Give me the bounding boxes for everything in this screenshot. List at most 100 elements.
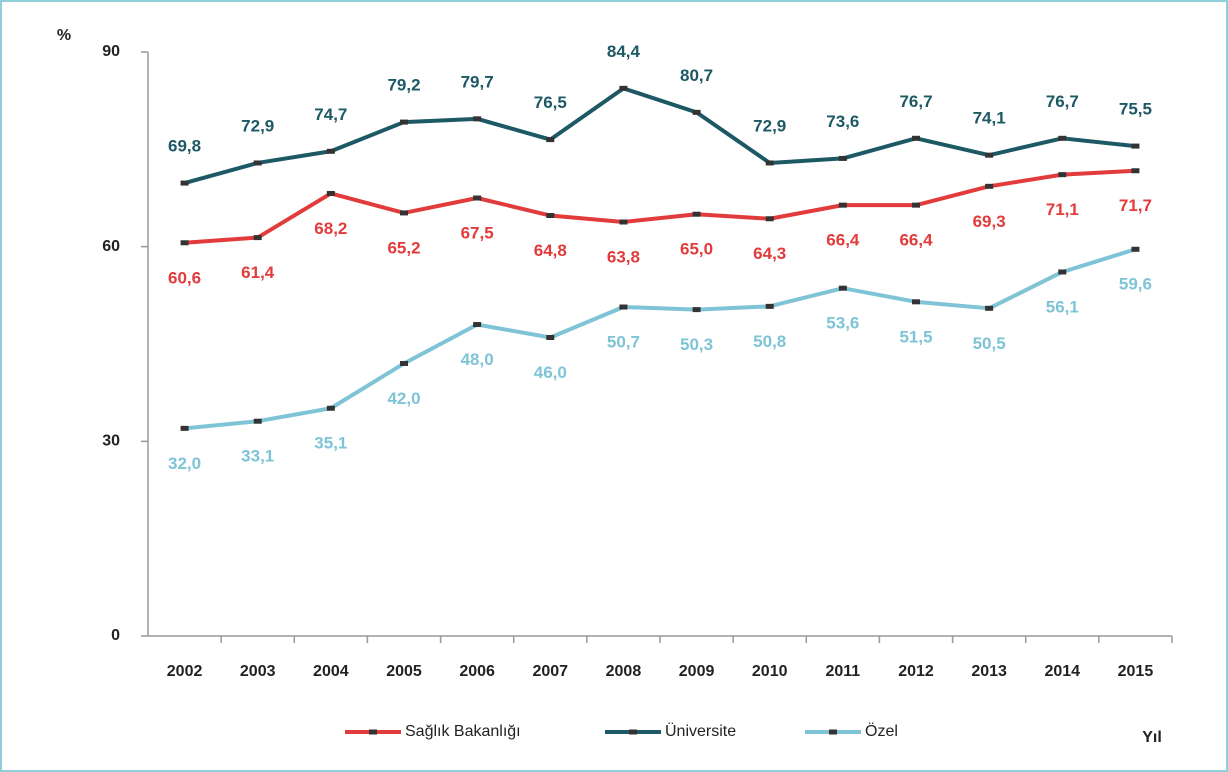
data-label: 80,7 [680,66,713,85]
x-tick-label: 2005 [386,663,422,680]
data-label: 66,4 [826,231,860,250]
x-tick-label: 2002 [167,663,203,680]
data-label: 76,7 [899,92,932,111]
data-label: 76,5 [534,93,567,112]
data-label: 74,7 [314,105,347,124]
data-label: 59,6 [1119,275,1152,294]
data-label: 69,3 [973,212,1006,231]
point-marker [692,307,701,313]
data-label: 50,7 [607,332,640,351]
point-marker [765,216,774,222]
point-marker [253,418,262,424]
data-label: 72,9 [753,116,786,135]
point-marker [326,405,335,411]
data-label: 35,1 [314,434,347,453]
data-label: 60,6 [168,268,201,287]
legend-marker [629,729,637,735]
point-marker [326,148,335,154]
y-tick-label: 30 [102,433,120,450]
data-label: 66,4 [899,231,933,250]
x-tick-label: 2008 [606,663,642,680]
x-tick-label: 2011 [825,663,860,680]
legend-marker [369,729,377,735]
x-tick-label: 2014 [1044,663,1080,680]
point-marker [400,360,408,366]
point-marker [546,213,555,219]
data-label: 61,4 [241,263,275,282]
x-tick-label: 2006 [459,663,495,680]
data-label: 50,5 [973,334,1006,353]
point-marker [1131,246,1140,252]
point-marker [546,335,555,341]
series-line [184,168,1136,245]
point-marker [473,116,482,122]
x-tick-label: 2003 [240,663,276,680]
data-label: 72,9 [241,116,274,135]
data-label: 50,8 [753,332,786,351]
point-marker [180,425,189,431]
x-tick-label: 2013 [971,663,1007,680]
x-tick-label: 2007 [532,663,568,680]
point-marker [619,219,628,225]
x-tick-label: 2015 [1118,663,1154,680]
point-marker [912,135,920,141]
point-marker [253,160,262,166]
x-axis-label: Yıl [1142,729,1162,746]
legend-label: Özel [865,722,898,740]
y-tick-label: 0 [111,627,120,644]
point-marker [1058,135,1067,141]
point-marker [692,211,701,217]
data-label: 33,1 [241,447,274,466]
data-label: 63,8 [607,247,640,266]
point-marker [1131,143,1140,149]
x-tick-label: 2012 [898,663,934,680]
point-marker [912,202,920,208]
point-marker [473,195,482,201]
data-label: 46,0 [534,363,567,382]
legend-label: Üniversite [665,722,736,740]
data-label: 75,5 [1119,100,1152,119]
data-label: 67,5 [461,223,494,242]
point-marker [985,183,994,189]
point-marker [985,152,994,158]
point-marker [180,180,189,186]
series-line [184,86,1136,186]
point-marker [838,155,847,161]
point-marker [912,299,920,305]
data-label: 51,5 [899,327,932,346]
point-marker [765,160,774,166]
point-marker [253,235,262,241]
data-label: 79,2 [387,76,420,95]
x-tick-label: 2009 [679,663,715,680]
point-marker [400,119,408,125]
data-label: 76,7 [1046,92,1079,111]
x-tick-label: 2004 [313,663,349,680]
data-label: 50,3 [680,335,713,354]
data-label: 65,2 [387,238,420,257]
data-label: 79,7 [461,72,494,91]
point-marker [838,285,847,291]
point-marker [1058,172,1067,178]
y-tick-label: 90 [102,43,120,60]
point-marker [1131,168,1140,174]
data-label: 73,6 [826,112,859,131]
data-label: 71,7 [1119,196,1152,215]
data-label: 56,1 [1046,297,1079,316]
point-marker [180,240,189,246]
series-line [184,247,1137,431]
point-marker [1058,269,1067,275]
data-label: 53,6 [826,314,859,333]
point-marker [692,109,701,115]
point-marker [473,322,482,328]
data-label: 64,3 [753,244,786,263]
data-label: 65,0 [680,240,713,259]
data-label: 68,2 [314,219,347,238]
data-label: 32,0 [168,454,201,473]
point-marker [619,85,628,91]
y-axis-label: % [57,27,71,44]
legend-marker [829,729,837,735]
data-label: 64,8 [534,241,567,260]
point-marker [838,202,847,208]
